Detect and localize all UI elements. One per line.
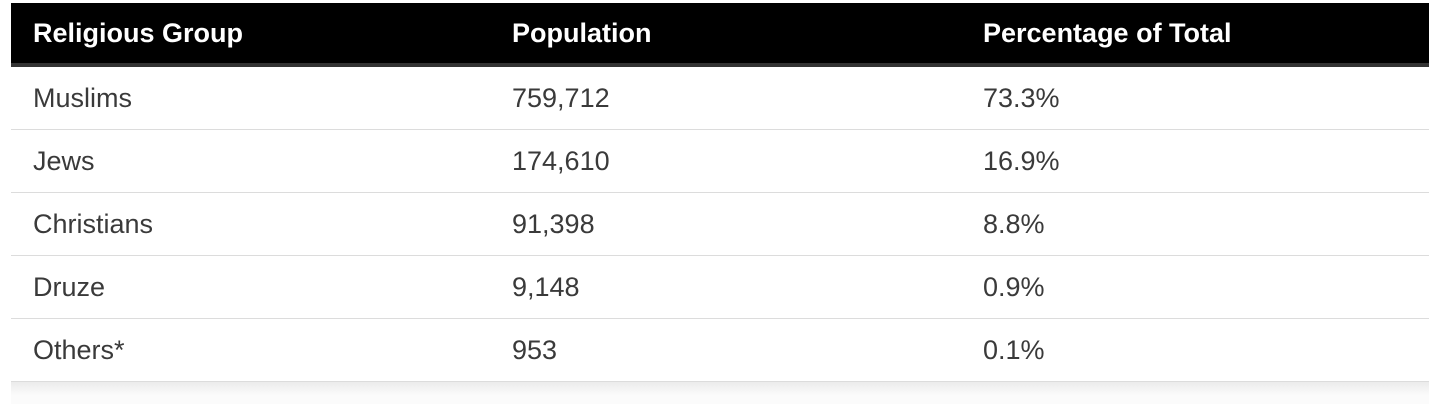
cell-population: 91,398 [512, 208, 595, 239]
cell-group: Druze [33, 271, 106, 302]
cell-percentage: 73.3% [983, 82, 1060, 113]
cell-group: Christians [33, 208, 154, 239]
cell-population: 759,712 [512, 82, 610, 113]
table-bottom-shade [11, 382, 1429, 404]
cell-group: Others* [33, 334, 125, 365]
cell-percentage: 0.1% [983, 334, 1045, 365]
table-row: Jews 174,610 16.9% [11, 130, 1429, 193]
cell-percentage: 0.9% [983, 271, 1045, 302]
cell-percentage: 16.9% [983, 145, 1060, 176]
cell-group: Jews [33, 145, 95, 176]
header-population: Population [512, 17, 652, 48]
table-row: Others* 953 0.1% [11, 319, 1429, 382]
header-percentage-of-total: Percentage of Total [983, 17, 1232, 48]
cell-group: Muslims [33, 82, 132, 113]
cell-population: 9,148 [512, 271, 580, 302]
cell-population: 174,610 [512, 145, 610, 176]
cell-population: 953 [512, 334, 558, 365]
religion-population-table: Religious Group Population Percentage of… [11, 3, 1429, 404]
table-header-row: Religious Group Population Percentage of… [11, 3, 1429, 67]
table-row: Druze 9,148 0.9% [11, 256, 1429, 319]
cell-percentage: 8.8% [983, 208, 1045, 239]
table-row: Muslims 759,712 73.3% [11, 67, 1429, 130]
header-religious-group: Religious Group [33, 17, 244, 48]
table-row: Christians 91,398 8.8% [11, 193, 1429, 256]
